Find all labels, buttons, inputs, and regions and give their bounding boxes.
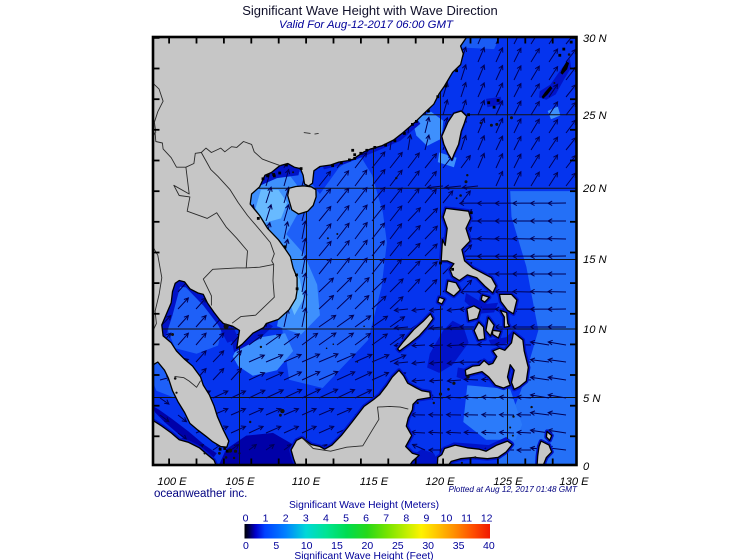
svg-text:125 E: 125 E <box>493 476 523 488</box>
svg-text:0: 0 <box>583 461 590 473</box>
svg-text:4: 4 <box>323 513 329 525</box>
svg-text:9: 9 <box>423 513 429 525</box>
svg-text:Significant Wave Height (Feet): Significant Wave Height (Feet) <box>294 551 433 560</box>
svg-text:12: 12 <box>481 513 493 525</box>
svg-text:5: 5 <box>343 513 349 525</box>
svg-text:130 E: 130 E <box>559 476 589 488</box>
svg-text:120 E: 120 E <box>425 476 455 488</box>
svg-text:11: 11 <box>461 513 472 525</box>
svg-text:25: 25 <box>392 540 404 552</box>
svg-text:0: 0 <box>243 513 249 525</box>
svg-text:110 E: 110 E <box>292 476 321 488</box>
svg-text:Plotted at Aug 12, 2017 01:48: Plotted at Aug 12, 2017 01:48 GMT <box>448 485 578 494</box>
svg-text:30: 30 <box>422 540 434 552</box>
svg-text:8: 8 <box>403 513 409 525</box>
svg-text:115 E: 115 E <box>360 476 389 488</box>
svg-text:10: 10 <box>301 540 313 552</box>
svg-text:1: 1 <box>263 513 269 525</box>
svg-text:5 N: 5 N <box>583 393 601 405</box>
svg-text:20 N: 20 N <box>582 183 608 195</box>
svg-text:2: 2 <box>283 513 289 525</box>
svg-text:10: 10 <box>441 513 453 525</box>
svg-text:7: 7 <box>383 513 389 525</box>
svg-text:30 N: 30 N <box>583 33 608 45</box>
svg-text:25 N: 25 N <box>582 110 608 122</box>
svg-text:Significant Wave Height (Meter: Significant Wave Height (Meters) <box>289 500 439 511</box>
svg-text:Valid For Aug-12-2017 06:00 GM: Valid For Aug-12-2017 06:00 GMT <box>279 19 454 31</box>
svg-text:35: 35 <box>453 540 465 552</box>
svg-text:100 E: 100 E <box>157 476 187 488</box>
svg-text:6: 6 <box>363 513 369 525</box>
svg-text:40: 40 <box>483 540 495 552</box>
svg-text:10 N: 10 N <box>583 324 608 336</box>
svg-text:20: 20 <box>362 540 374 552</box>
svg-text:0: 0 <box>243 540 249 552</box>
svg-text:3: 3 <box>303 513 309 525</box>
svg-text:15: 15 <box>331 540 343 552</box>
svg-text:Significant Wave Height with W: Significant Wave Height with Wave Direct… <box>242 3 498 18</box>
svg-text:5: 5 <box>273 540 279 552</box>
svg-text:105 E: 105 E <box>225 476 255 488</box>
svg-text:oceanweather inc.: oceanweather inc. <box>154 488 247 500</box>
svg-text:15 N: 15 N <box>583 254 608 266</box>
